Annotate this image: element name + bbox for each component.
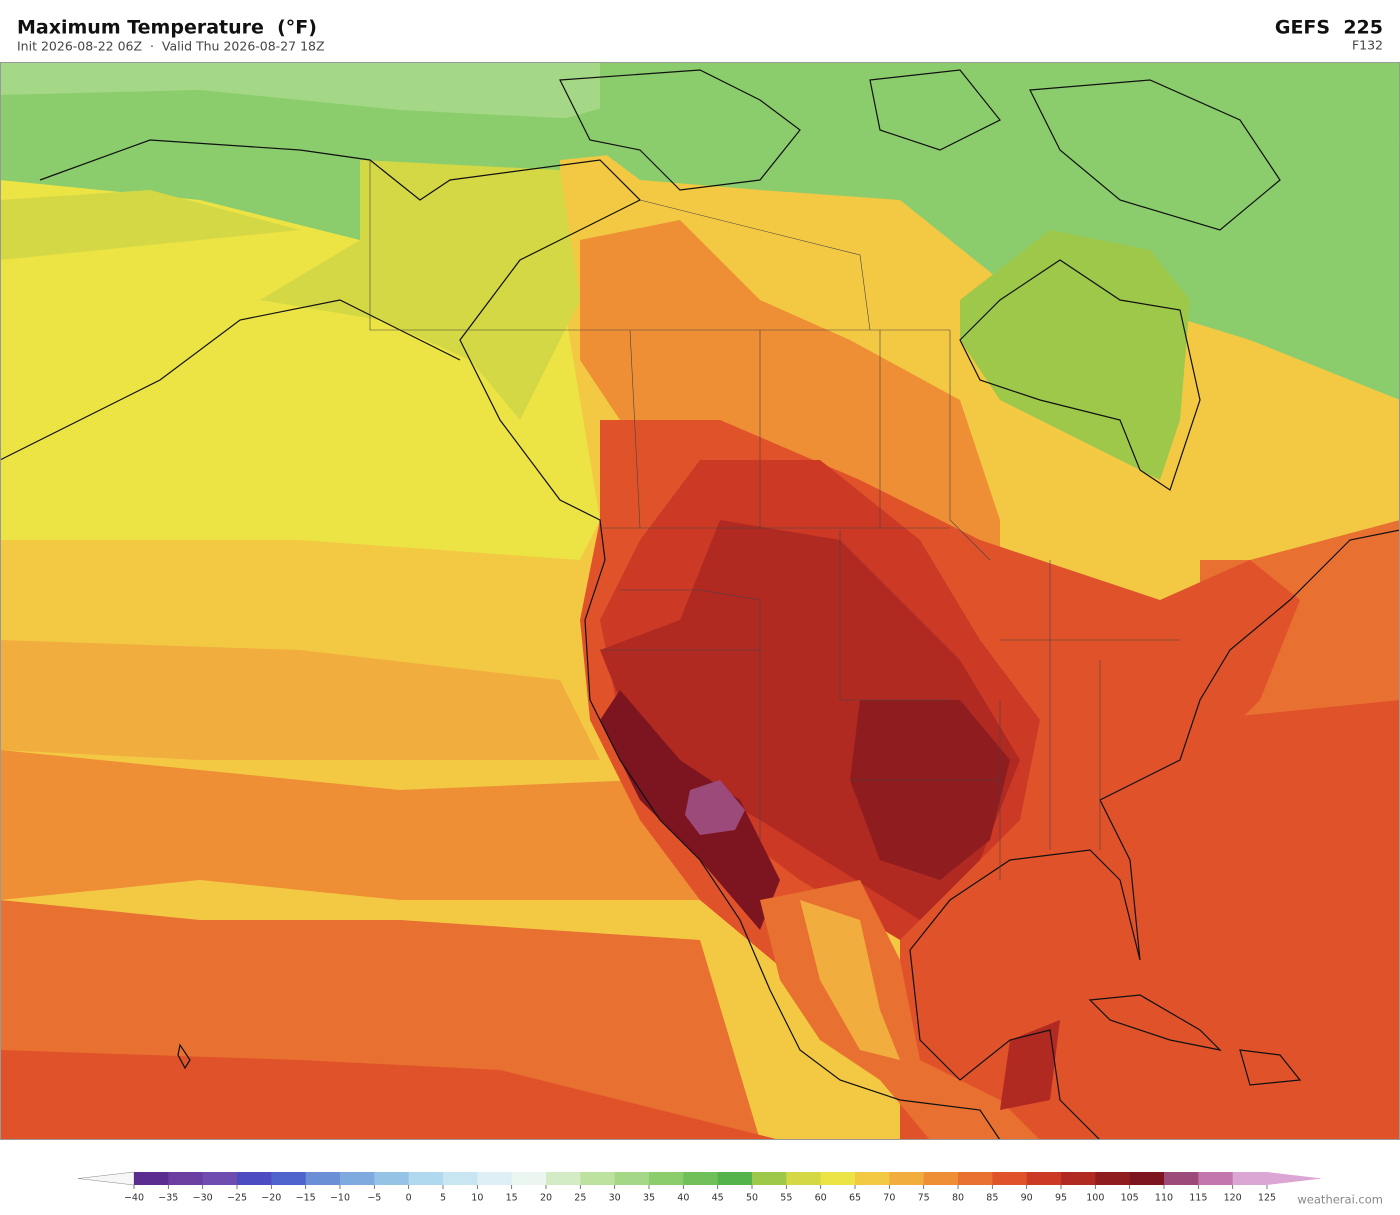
colorbar-tick-label: 0	[406, 1193, 412, 1204]
colorbar-tick-label: 65	[849, 1193, 861, 1204]
colorbar-tick-label: −20	[261, 1193, 281, 1204]
colorbar-cell	[340, 1172, 375, 1185]
colorbar-tick-label: 95	[1055, 1193, 1067, 1204]
colorbar-tick-label: 120	[1224, 1193, 1242, 1204]
colorbar-cell	[237, 1172, 272, 1185]
colorbar-tick-label: 125	[1258, 1193, 1276, 1204]
colorbar-cell	[580, 1172, 616, 1185]
colorbar-tick-label: 30	[609, 1193, 621, 1204]
watermark: weatherai.com	[1297, 1193, 1383, 1207]
colorbar-cell	[820, 1172, 856, 1185]
colorbar-tick-label: 105	[1121, 1193, 1139, 1204]
colorbar-tick-label: 115	[1189, 1193, 1207, 1204]
colorbar-cell	[752, 1172, 787, 1185]
colorbar-cell	[923, 1172, 959, 1185]
colorbar-cell	[408, 1172, 444, 1185]
colorbar-tick-label: 85	[986, 1193, 998, 1204]
colorbar-cell	[649, 1172, 684, 1185]
colorbar-cell	[958, 1172, 993, 1185]
model-name: GEFS 225	[1275, 17, 1383, 39]
colorbar-cell	[168, 1172, 204, 1185]
colorbar-cell	[855, 1172, 890, 1185]
map-field	[0, 62, 1400, 1140]
colorbar-cell	[134, 1172, 169, 1185]
colorbar-tick-label: 20	[540, 1193, 552, 1204]
colorbar-tick-label: 45	[712, 1193, 724, 1204]
colorbar-cell	[1061, 1172, 1096, 1185]
colorbar-tick-label: −5	[367, 1193, 381, 1204]
colorbar-cell	[546, 1172, 581, 1185]
colorbar-cell	[511, 1172, 547, 1185]
colorbar-tick-label: 70	[883, 1193, 895, 1204]
colorbar-tick-label: 25	[574, 1193, 586, 1204]
colorbar-cell	[202, 1172, 238, 1185]
colorbar-tick-label: −40	[124, 1193, 144, 1204]
colorbar-cell	[1026, 1172, 1062, 1185]
colorbar-tick-label: 55	[780, 1193, 792, 1204]
colorbar-cell	[1095, 1172, 1131, 1185]
colorbar-cell	[889, 1172, 925, 1185]
colorbar-tick-label: 50	[746, 1193, 758, 1204]
colorbar-tick-label: 40	[677, 1193, 689, 1204]
colorbar-cell	[374, 1172, 410, 1185]
colorbar-cell	[1164, 1172, 1199, 1185]
colorbar-cell	[477, 1172, 513, 1185]
colorbar-tick-label: 15	[506, 1193, 518, 1204]
colorbar-tick-label: 10	[471, 1193, 483, 1204]
colorbar-cell	[992, 1172, 1028, 1185]
colorbar-tick-label: 35	[643, 1193, 655, 1204]
colorbar-tick-label: 75	[918, 1193, 930, 1204]
colorbar-tick-label: −30	[193, 1193, 213, 1204]
colorbar-cell	[1198, 1172, 1234, 1185]
colorbar-under-triangle	[77, 1171, 135, 1186]
colorbar-tick-label: 100	[1086, 1193, 1104, 1204]
colorbar-tick-label: −10	[330, 1193, 350, 1204]
colorbar-cell	[786, 1172, 822, 1185]
colorbar-cell	[1129, 1172, 1165, 1185]
colorbar-tick-label: −35	[158, 1193, 178, 1204]
colorbar-tick-label: −25	[227, 1193, 247, 1204]
colorbar-cell	[683, 1172, 719, 1185]
colorbar-cell	[443, 1172, 478, 1185]
colorbar-cell	[614, 1172, 650, 1185]
colorbar-over-triangle	[1267, 1172, 1322, 1185]
colorbar: −40 −35 −30 −25 −20 −15 −10 −5 0 5 10 15 20 25 30 35 40 4…	[77, 1171, 1322, 1204]
colorbar-tick-label: 110	[1155, 1193, 1173, 1204]
colorbar-tick-label: 90	[1021, 1193, 1033, 1204]
colorbar-tick-label: 80	[952, 1193, 964, 1204]
colorbar-tick-label: 60	[815, 1193, 827, 1204]
forecast-hour: F132	[1352, 38, 1383, 53]
colorbar-tick-label: 5	[440, 1193, 446, 1204]
colorbar-cell	[717, 1172, 753, 1185]
map-subtitle: Init 2026-08-22 06Z · Valid Thu 2026-08-…	[17, 39, 325, 54]
colorbar-cell	[271, 1172, 307, 1185]
colorbar-cell	[305, 1172, 341, 1185]
map-title: Maximum Temperature (°F)	[17, 17, 317, 39]
colorbar-tick-label: −15	[296, 1193, 316, 1204]
colorbar-cell	[1232, 1172, 1268, 1185]
